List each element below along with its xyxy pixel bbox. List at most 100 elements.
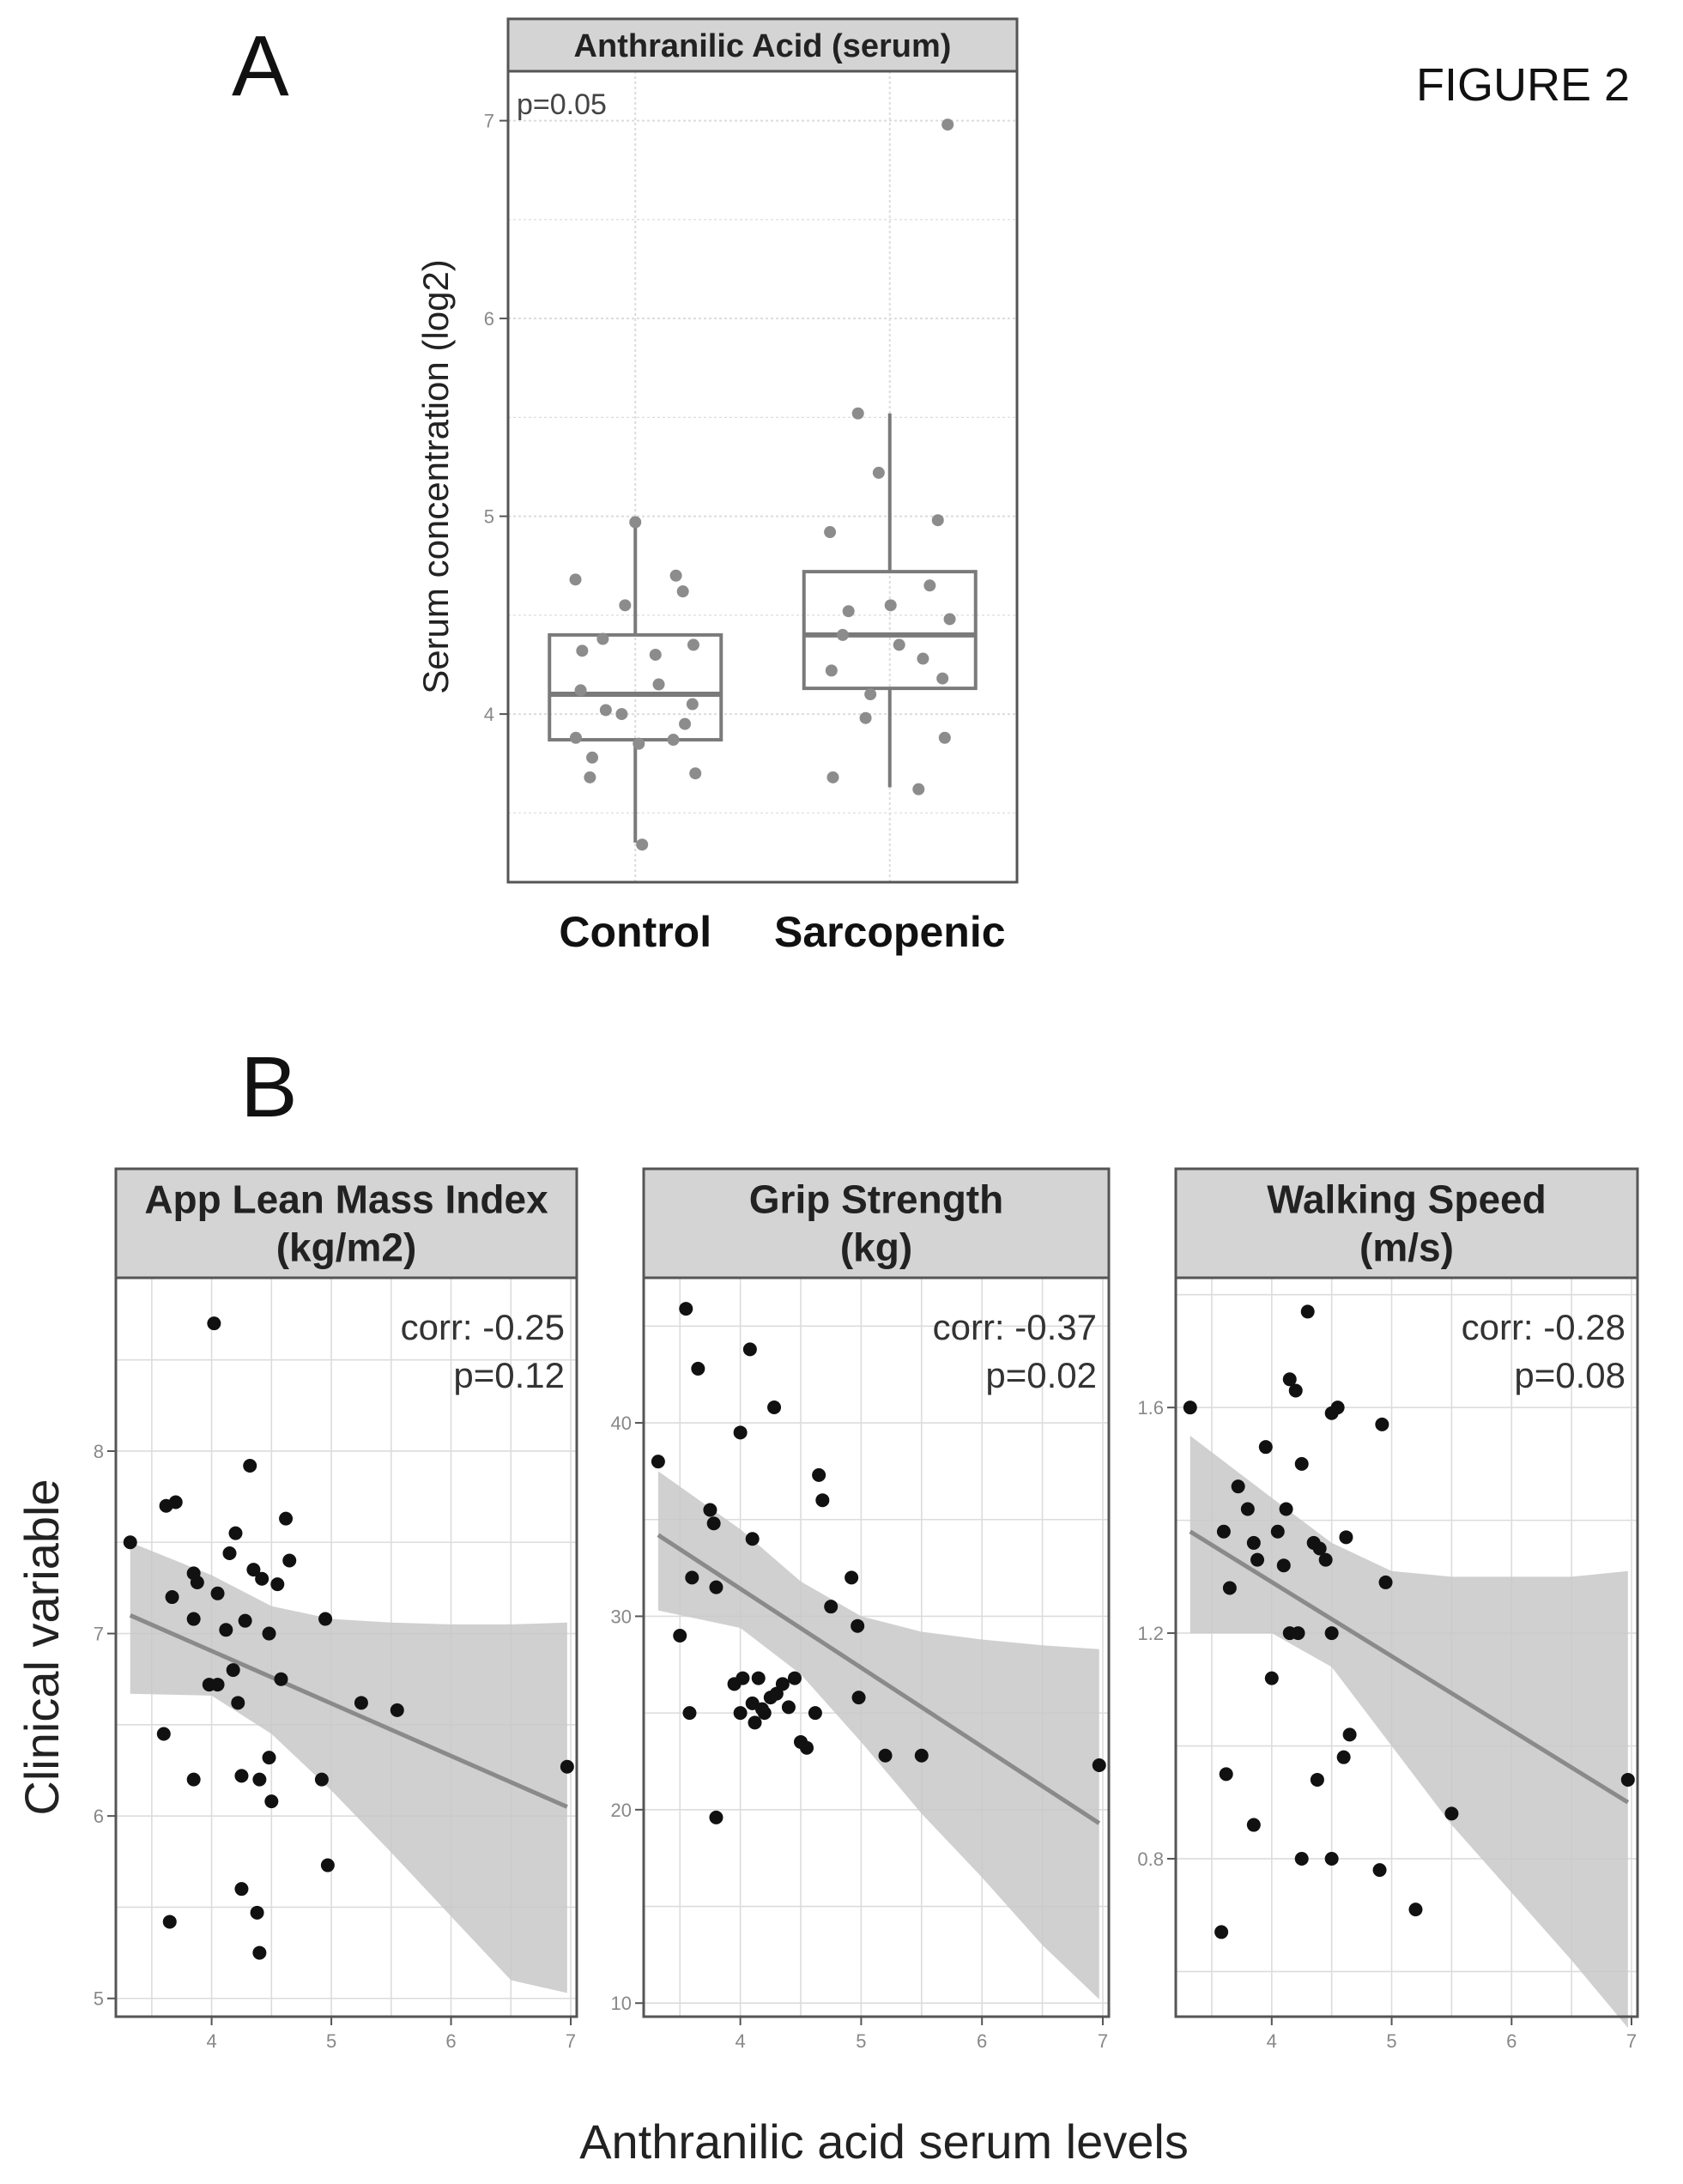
panel-b1-data-point	[186, 1772, 201, 1787]
panel-b2-data-point	[851, 1691, 866, 1705]
panel-b1-plot-frame	[114, 1276, 578, 2018]
panel-b1-xtick-label: 7	[566, 2030, 576, 2052]
panel-b2-data-point	[787, 1671, 802, 1685]
panel-b2-data-point	[703, 1503, 717, 1517]
panel-b1-data-point	[210, 1586, 225, 1600]
panel-a-facet-title: Anthranilic Acid (serum)	[574, 28, 952, 64]
panel-a-group: Anthranilic Acid (serum) 4 5 6 7 Control Sarco…	[415, 17, 1019, 956]
panel-b3-ytick-label: 0.8	[1137, 1848, 1164, 1870]
panel-b1-data-point	[560, 1759, 574, 1774]
panel-a-data-point	[851, 407, 864, 420]
panel-a-data-point	[586, 751, 599, 764]
panel-b3-data-point	[1300, 1304, 1315, 1319]
panel-a-data-point	[938, 731, 951, 744]
panel-a-data-point	[667, 734, 680, 747]
panel-b2-data-point	[682, 1706, 697, 1721]
panel-b1-data-point	[168, 1495, 183, 1509]
panel-b3-corr-label: corr: -0.28	[1462, 1307, 1625, 1347]
panel-b3-confidence-band	[1190, 1436, 1628, 2029]
panel-b1-facet-title: (kg/m2)	[276, 1225, 417, 1270]
panel-b1-ytick-label: 5	[94, 1988, 104, 2010]
panel-b1-data-point	[390, 1703, 404, 1717]
panel-b1-ytick-label: 7	[94, 1624, 104, 1645]
panel-b3-data-point	[1231, 1479, 1245, 1494]
panel-b3-data-point	[1339, 1530, 1353, 1545]
panel-a-data-point	[936, 672, 949, 685]
panel-b1-confidence-band	[130, 1542, 567, 1993]
panel-b1-data-point	[162, 1915, 177, 1929]
panel-b3-xtick-label: 6	[1506, 2030, 1517, 2052]
panel-a-data-point	[676, 585, 689, 598]
panel-b1-data-point	[243, 1458, 257, 1473]
panel-b1-xtick-label: 5	[326, 2030, 336, 2052]
panel-b2-data-point	[824, 1600, 838, 1614]
panel-b3-data-point	[1240, 1502, 1255, 1516]
panel-b2-facet-title: Grip Strength	[749, 1177, 1003, 1222]
panel-b3-facet-title: (m/s)	[1359, 1225, 1454, 1270]
panel-b1-group: App Lean Mass Index(kg/m2) 4 5 6 7 5 6 7 8 corr: …	[15, 1167, 1189, 2169]
panel-b2-xtick-label: 6	[977, 2030, 987, 2052]
panel-b2-data-point	[781, 1700, 796, 1715]
panel-b1-data-point	[207, 1316, 221, 1331]
panel-a-data-point	[686, 698, 699, 711]
panel-b1-data-point	[282, 1553, 297, 1568]
panel-b3-data-point	[1318, 1552, 1333, 1567]
panel-a-data-point	[864, 688, 877, 701]
panel-a-data-point	[649, 648, 662, 661]
panel-b3-data-point	[1444, 1806, 1459, 1821]
panel-b1-p-value: p=0.12	[453, 1355, 565, 1395]
panel-b2-data-point	[742, 1342, 757, 1357]
panel-b3-data-point	[1342, 1727, 1357, 1742]
panel-b3-data-point	[1264, 1671, 1279, 1685]
panel-b1-data-point	[255, 1571, 269, 1586]
panel-a-data-point	[574, 684, 587, 697]
panel-b2-xtick-label: 5	[856, 2030, 866, 2052]
panel-b3-data-point	[1620, 1772, 1635, 1787]
panel-b2-ytick-label: 30	[611, 1606, 632, 1627]
panel-b1-data-point	[320, 1858, 335, 1872]
panel-a-data-point	[615, 708, 628, 721]
panel-b3-data-point	[1324, 1851, 1339, 1866]
panel-b3-data-point	[1270, 1524, 1285, 1539]
panel-b1-data-point	[123, 1535, 137, 1550]
panel-b1-ytick-label: 8	[94, 1441, 104, 1462]
panel-b2-corr-label: corr: -0.37	[933, 1307, 1097, 1347]
panel-b3-data-point	[1246, 1535, 1261, 1550]
panel-a-data-point	[872, 466, 885, 479]
panel-a-data-point	[636, 838, 649, 851]
panel-b2-data-point	[691, 1361, 705, 1376]
panel-b1-ylabel: Clinical variable	[15, 1479, 69, 1815]
panel-b1-data-point	[226, 1663, 240, 1678]
panel-b2-data-point	[651, 1455, 665, 1469]
panel-letter-b: B	[240, 1039, 298, 1135]
panel-b2-plot-frame	[642, 1276, 1111, 2018]
figure-title: FIGURE 2	[1416, 59, 1631, 111]
panel-a-data-point	[576, 644, 589, 657]
panel-b3-ytick-label: 1.6	[1137, 1397, 1164, 1419]
panel-b1-data-point	[234, 1882, 249, 1897]
panel-b2-xtick-label: 4	[735, 2030, 745, 2052]
panel-b3-data-point	[1250, 1552, 1265, 1567]
panel-b3-ytick-label: 1.2	[1137, 1623, 1164, 1644]
panel-b3-data-point	[1219, 1767, 1233, 1782]
panel-b3-data-point	[1378, 1575, 1393, 1589]
panel-b3-p-value: p=0.08	[1514, 1355, 1625, 1395]
panel-b2-group: Grip Strength(kg) 4 5 6 7 10 20 30 40 corr: -0.37…	[611, 1167, 1111, 2052]
panel-b1-data-point	[314, 1772, 329, 1787]
panel-b3-data-point	[1258, 1440, 1273, 1455]
panel-b3-data-point	[1336, 1750, 1351, 1764]
panel-b3-data-point	[1222, 1581, 1237, 1595]
panel-b1-data-point	[210, 1678, 225, 1692]
panel-b2-ytick-label: 10	[611, 1993, 632, 2014]
panel-b2-data-point	[754, 1702, 769, 1716]
panel-b3-data-point	[1330, 1401, 1345, 1415]
panel-b1-data-point	[264, 1794, 279, 1809]
panel-b2-data-point	[679, 1302, 693, 1316]
panel-b1-data-point	[262, 1626, 276, 1641]
panel-a-data-point	[569, 573, 582, 586]
panel-b1-xtick-label: 6	[445, 2030, 456, 2052]
panel-b2-data-point	[775, 1677, 790, 1691]
panel-b2-data-point	[706, 1516, 721, 1531]
panel-b2-data-point	[673, 1628, 687, 1643]
